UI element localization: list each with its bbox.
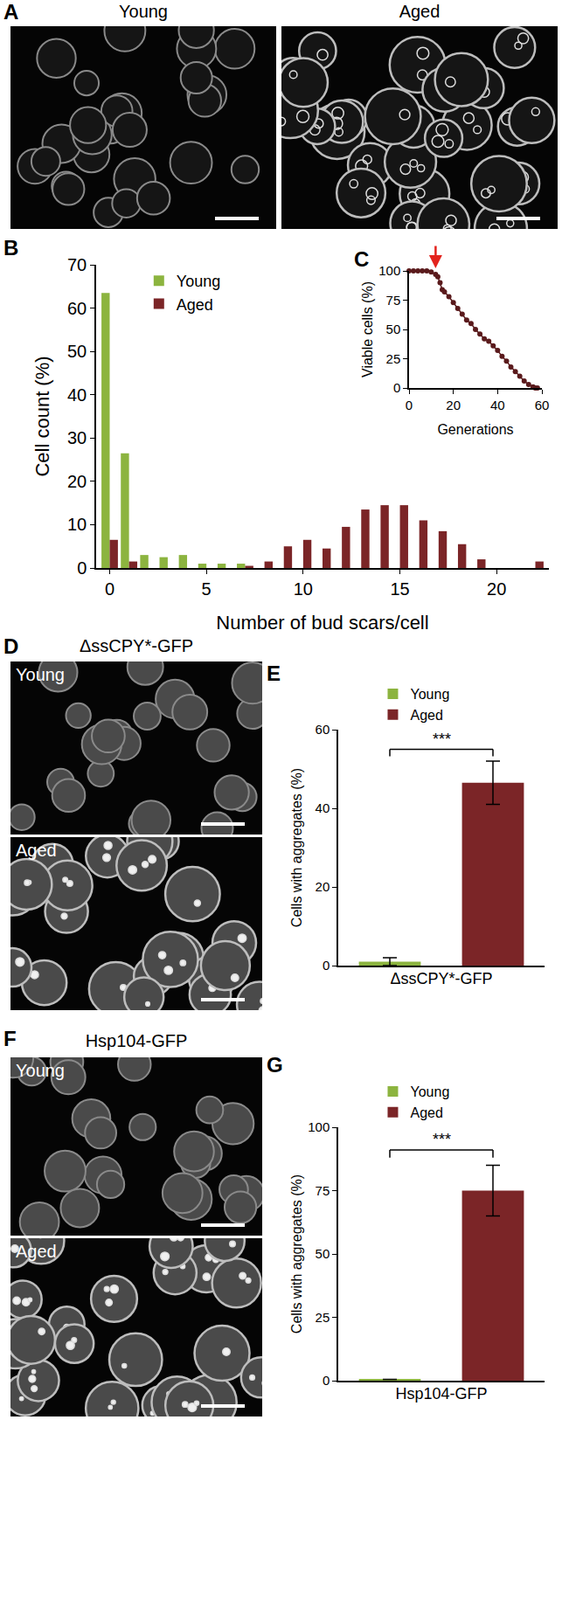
svg-text:60: 60 (534, 397, 550, 413)
svg-text:Young: Young (409, 1084, 450, 1100)
svg-text:0: 0 (104, 579, 115, 599)
svg-text:Cell count (%): Cell count (%) (31, 355, 54, 477)
svg-text:75: 75 (315, 1183, 331, 1199)
svg-text:0: 0 (76, 558, 87, 578)
svg-text:10: 10 (293, 579, 313, 599)
svg-text:70: 70 (67, 255, 87, 275)
svg-text:20: 20 (67, 471, 87, 492)
svg-text:Aged: Aged (176, 296, 214, 314)
html-text:Young: Young (15, 665, 65, 685)
svg-text:Cells with aggregates (%): Cells with aggregates (%) (289, 768, 305, 928)
svg-text:20: 20 (315, 879, 331, 895)
html-text:Aged: Aged (399, 1, 440, 21)
svg-text:Viable cells (%): Viable cells (%) (360, 281, 375, 378)
html-text:Young: Young (15, 1061, 65, 1081)
svg-text:Cells with aggregates (%): Cells with aggregates (%) (289, 1174, 305, 1334)
svg-text:100: 100 (378, 263, 401, 278)
svg-text:20: 20 (445, 397, 461, 413)
svg-text:40: 40 (490, 397, 506, 413)
html-text:Aged: Aged (15, 840, 57, 861)
svg-text:50: 50 (67, 341, 87, 361)
svg-text:***: *** (432, 730, 451, 749)
svg-text:50: 50 (386, 321, 402, 337)
html-text:A: A (3, 0, 19, 24)
html-text:Aged: Aged (15, 1241, 57, 1262)
svg-text:75: 75 (386, 292, 402, 308)
svg-text:Generations: Generations (437, 422, 514, 438)
svg-text:50: 50 (315, 1246, 331, 1262)
svg-text:Young: Young (409, 686, 450, 702)
svg-text:5: 5 (201, 579, 212, 599)
html-text:Young: Young (118, 1, 168, 21)
svg-text:40: 40 (67, 385, 87, 405)
svg-text:30: 30 (67, 428, 87, 448)
html-text:ΔssCPY*-GFP: ΔssCPY*-GFP (79, 636, 194, 656)
svg-text:Number of bud scars/cell: Number of bud scars/cell (215, 611, 429, 634)
svg-text:ΔssCPY*-GFP: ΔssCPY*-GFP (389, 970, 493, 988)
svg-text:Young: Young (176, 272, 221, 291)
svg-text:0: 0 (322, 1373, 330, 1388)
svg-text:0: 0 (393, 380, 401, 396)
svg-text:60: 60 (315, 721, 331, 737)
svg-text:20: 20 (486, 579, 507, 599)
html-text:G: G (266, 1053, 283, 1077)
html-text:B: B (3, 235, 19, 260)
svg-text:60: 60 (67, 298, 87, 319)
svg-text:40: 40 (315, 800, 331, 816)
html-text:E: E (266, 661, 281, 686)
html-text:F: F (3, 1026, 17, 1051)
svg-text:0: 0 (405, 397, 413, 413)
html-text:Hsp104-GFP: Hsp104-GFP (85, 1031, 188, 1051)
svg-text:100: 100 (307, 1119, 330, 1135)
svg-text:10: 10 (67, 514, 87, 535)
html-text:D: D (3, 634, 19, 659)
svg-text:Aged: Aged (409, 1105, 443, 1121)
svg-text:25: 25 (315, 1310, 331, 1326)
svg-text:0: 0 (322, 957, 330, 973)
svg-text:***: *** (432, 1130, 451, 1149)
html-text:C: C (353, 247, 370, 271)
svg-text:15: 15 (389, 579, 410, 599)
svg-text:Aged: Aged (409, 707, 443, 723)
svg-text:25: 25 (386, 351, 402, 367)
svg-text:Hsp104-GFP: Hsp104-GFP (395, 1385, 487, 1403)
